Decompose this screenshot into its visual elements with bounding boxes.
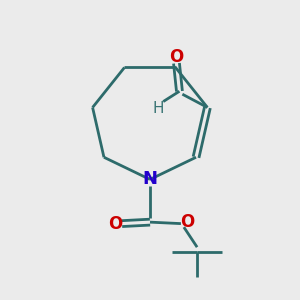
Text: N: N — [142, 170, 158, 188]
Text: O: O — [180, 213, 194, 231]
Text: H: H — [152, 101, 164, 116]
Text: O: O — [169, 48, 184, 66]
Text: O: O — [108, 214, 123, 232]
